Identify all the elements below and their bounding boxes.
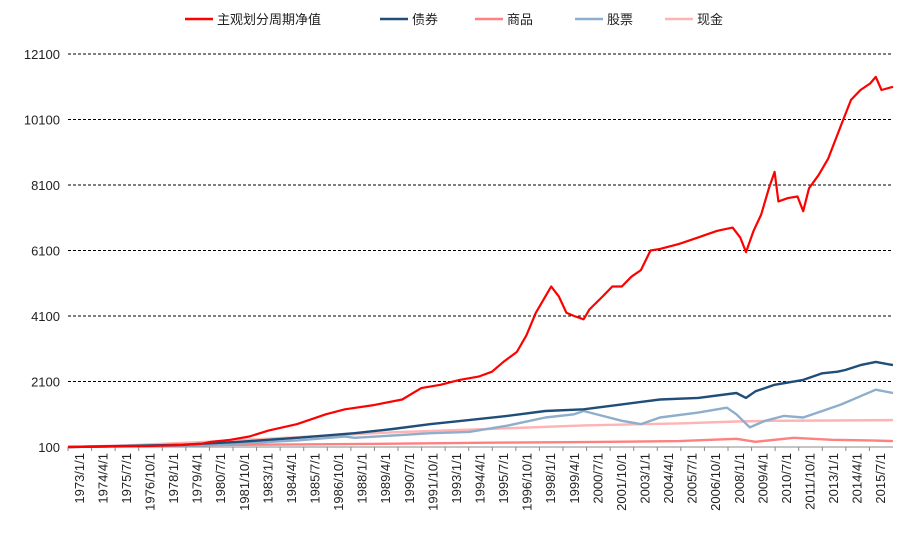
y-tick-label: 12100	[24, 47, 60, 62]
series-line-4	[67, 418, 894, 449]
y-tick-label: 6100	[31, 244, 60, 259]
x-tick-label: 1981/10/1	[237, 453, 252, 511]
legend-label: 现金	[697, 12, 723, 27]
x-tick-label: 2005/7/1	[685, 453, 700, 504]
series-line-3	[67, 388, 894, 449]
x-tick-label: 1996/10/1	[520, 453, 535, 511]
series-line-1	[67, 360, 894, 449]
legend-label: 股票	[607, 12, 633, 27]
legend: 主观划分周期净值 债券 商品 股票 现金	[185, 12, 723, 27]
x-tick-label: 2006/10/1	[708, 453, 723, 511]
x-tick-label: 2000/7/1	[590, 453, 605, 504]
x-tick-label: 1995/7/1	[496, 453, 511, 504]
x-tick-label: 2014/4/1	[850, 453, 865, 504]
y-tick-label: 4100	[31, 309, 60, 324]
legend-label: 债券	[412, 12, 438, 27]
x-axis: 1973/1/1 1974/4/1 1975/7/1 1976/10/1 1978/1/…	[67, 446, 893, 511]
x-tick-label: 2011/10/1	[803, 453, 818, 510]
x-tick-label: 1989/4/1	[378, 453, 393, 504]
x-tick-label: 2013/1/1	[826, 453, 841, 504]
x-tick-label: 1974/4/1	[95, 453, 110, 504]
x-tick-label: 1986/10/1	[331, 453, 346, 511]
x-tick-label: 1975/7/1	[119, 453, 134, 504]
x-tick-label: 2008/1/1	[732, 453, 747, 504]
y-axis: 100 2100 4100 6100 8100 10100 12100	[24, 47, 60, 455]
y-tick-label: 10100	[24, 113, 60, 128]
y-tick-label: 100	[38, 440, 60, 455]
x-tick-label: 2009/4/1	[755, 453, 770, 504]
y-tick-label: 8100	[31, 178, 60, 193]
x-tick-label: 1998/1/1	[543, 453, 558, 504]
x-tick-label: 1994/4/1	[473, 453, 488, 504]
x-tick-label: 2004/4/1	[661, 453, 676, 504]
x-tick-label: 1980/7/1	[213, 453, 228, 504]
x-tick-label: 2015/7/1	[873, 453, 888, 504]
x-tick-label: 1984/4/1	[284, 453, 299, 504]
x-tick-label: 1993/1/1	[449, 453, 464, 504]
x-tick-label: 1978/1/1	[166, 453, 181, 504]
x-tick-label: 1973/1/1	[72, 453, 87, 504]
series	[67, 75, 894, 449]
x-tick-label: 2001/10/1	[614, 453, 629, 511]
y-tick-label: 2100	[31, 375, 60, 390]
x-tick-label: 1990/7/1	[402, 453, 417, 504]
x-tick-label: 1979/4/1	[190, 453, 205, 504]
x-tick-label: 1999/4/1	[567, 453, 582, 504]
grid	[68, 53, 893, 382]
series-line-0	[67, 75, 894, 449]
x-tick-label: 1976/10/1	[143, 453, 158, 511]
x-tick-label: 1983/1/1	[260, 453, 275, 504]
x-tick-label: 1988/1/1	[355, 453, 370, 504]
legend-label: 商品	[507, 12, 533, 27]
legend-label: 主观划分周期净值	[217, 12, 321, 27]
x-tick-label: 2003/1/1	[638, 453, 653, 504]
x-tick-label: 1985/7/1	[308, 453, 323, 504]
x-tick-label: 1991/10/1	[425, 453, 440, 511]
x-tick-label: 2010/7/1	[779, 453, 794, 504]
